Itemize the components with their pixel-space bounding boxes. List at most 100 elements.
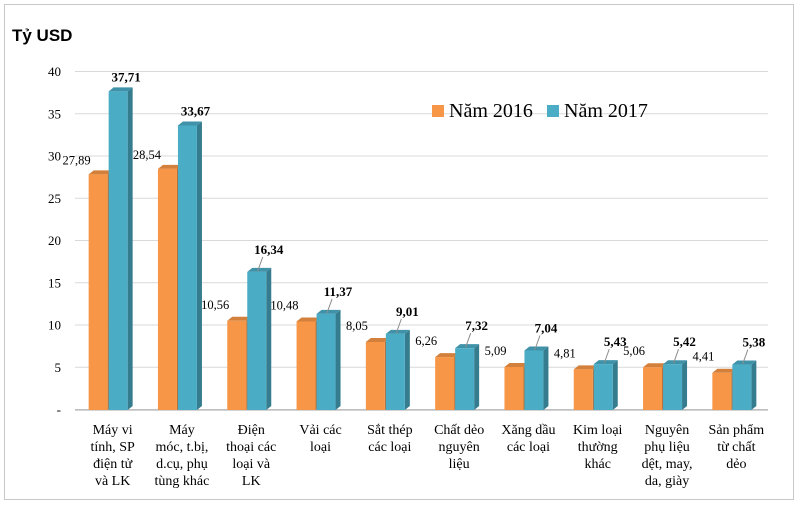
x-category-label-line: và LK — [95, 474, 130, 489]
bar-front — [227, 320, 247, 410]
x-category-label-line: liệu — [449, 457, 470, 472]
y-tick-label: 40 — [48, 64, 61, 79]
bar-2017 — [247, 267, 272, 410]
data-label-2016: 5,09 — [485, 344, 507, 358]
data-label-2017: 7,32 — [465, 318, 488, 333]
legend-swatch — [432, 105, 444, 117]
bar-2017 — [732, 360, 757, 410]
x-category-label-line: loại và — [232, 457, 270, 472]
x-category-label-line: Chất dẻo — [434, 423, 484, 438]
bar-side-face — [196, 121, 202, 411]
bar-top-face — [593, 360, 618, 365]
bar-top-face — [157, 164, 182, 169]
x-category-label-line: Máy vi — [93, 423, 133, 438]
bar-front — [573, 369, 593, 410]
x-category-label-line: dẻo — [726, 457, 746, 472]
x-category-label-line: móc, t.bị, — [156, 440, 209, 455]
bar-front — [365, 341, 385, 410]
x-category-label-line: tính, SP — [90, 440, 135, 455]
data-label-2017: 5,38 — [742, 335, 765, 350]
bar-front — [663, 364, 683, 410]
data-label-leader — [534, 335, 541, 350]
bar-front — [247, 271, 267, 410]
x-category-label-line: Xăng dầu — [501, 423, 555, 438]
bar-front — [296, 321, 316, 410]
x-category-label: Sản phẩm từ chất dẻo — [709, 423, 765, 472]
x-category-label: Nguyên phụ liệu dệt, may, da, giày — [642, 423, 693, 489]
x-category-label: Máy móc, t.bị, d.cụ, phụ tùng khác — [155, 423, 210, 489]
bar-side-face — [474, 344, 480, 410]
x-category-label-line: Sản phẩm — [709, 423, 765, 438]
x-category-label-line: các loại — [507, 440, 550, 455]
bar-side-face — [266, 267, 272, 410]
bar-side-face — [127, 87, 133, 411]
bar-2017 — [108, 87, 133, 411]
bar-side-face — [751, 360, 757, 410]
legend-item-2017: Năm 2017 — [547, 100, 648, 122]
y-tick-label: 10 — [48, 318, 61, 333]
x-category-label-line: loại — [310, 440, 331, 455]
data-labels: 27,89 28,54 10,56 10,48 8,05 6,26 5,09 4,81 5,06… — [63, 69, 766, 363]
bar-side-face — [335, 309, 341, 410]
bar-front — [316, 313, 336, 410]
bar-front — [643, 367, 663, 410]
data-label-2016: 8,05 — [346, 319, 368, 333]
bar-top-face — [712, 368, 737, 373]
x-category-label: Vải các loại — [299, 423, 341, 455]
bar-front — [504, 366, 524, 410]
x-category-label-line: Sắt thép — [367, 423, 413, 438]
data-label-2016: 28,54 — [133, 148, 162, 162]
bar-2017 — [385, 329, 410, 410]
bar-top-face — [365, 337, 390, 342]
y-tick-label: 20 — [48, 233, 61, 248]
data-label-leader — [326, 298, 333, 314]
legend-swatch — [547, 105, 559, 117]
bar-front — [435, 357, 455, 410]
bar-front — [712, 372, 732, 410]
bar-top-face — [247, 267, 272, 272]
bar-top-face — [663, 360, 688, 365]
x-category-label-line: Kim loại — [573, 423, 622, 438]
x-category-label-line: tùng khác — [155, 474, 210, 489]
bar-2017 — [455, 344, 480, 410]
data-label-2016: 6,26 — [415, 334, 437, 348]
x-category-label-line: da, giày — [645, 474, 689, 489]
bar-front — [157, 168, 177, 410]
bar-front — [593, 364, 613, 410]
data-label-2017: 11,37 — [324, 284, 353, 299]
x-category-label-line: Nguyên — [645, 423, 689, 438]
x-category-label: Xăng dầu các loại — [501, 423, 555, 455]
bars — [88, 87, 757, 411]
bar-top-face — [643, 363, 668, 368]
data-label-2017: 37,71 — [112, 69, 141, 84]
data-label-2017: 9,01 — [396, 304, 419, 319]
legend: Năm 2016 Năm 2017 — [432, 100, 648, 122]
x-category-label-line: khác — [585, 457, 611, 472]
x-category-label: Kim loại thường khác — [573, 423, 622, 472]
bar-side-face — [404, 329, 410, 410]
x-category-label: Sắt thép các loại — [367, 423, 413, 455]
data-label-leader — [673, 349, 680, 364]
data-label-2016: 4,81 — [554, 346, 576, 360]
bar-top-face — [108, 87, 133, 92]
data-label-leader — [603, 348, 610, 364]
data-label-2017: 5,43 — [604, 334, 627, 349]
data-label-2016: 27,89 — [63, 153, 91, 167]
data-label-2017: 16,34 — [254, 242, 284, 257]
x-category-label: Chất dẻo nguyên liệu — [434, 423, 484, 472]
y-tick-label: - — [57, 402, 61, 417]
data-label-2016: 10,48 — [270, 298, 298, 312]
bar-front — [732, 364, 752, 410]
x-category-label-line: nguyên — [439, 440, 480, 455]
x-category-label-line: Vải các — [299, 423, 341, 438]
data-label-leader — [742, 349, 749, 364]
data-label-leader — [257, 256, 264, 272]
legend-item-2016: Năm 2016 — [432, 100, 533, 122]
bar-front — [524, 350, 544, 410]
y-tick-label: 15 — [48, 275, 61, 290]
x-category-label-line: d.cụ, phụ — [156, 457, 208, 472]
bar-front — [108, 91, 128, 411]
x-category-label: Máy vi tính, SP điện tử và LK — [90, 423, 135, 489]
y-tick-label: 30 — [48, 149, 61, 164]
